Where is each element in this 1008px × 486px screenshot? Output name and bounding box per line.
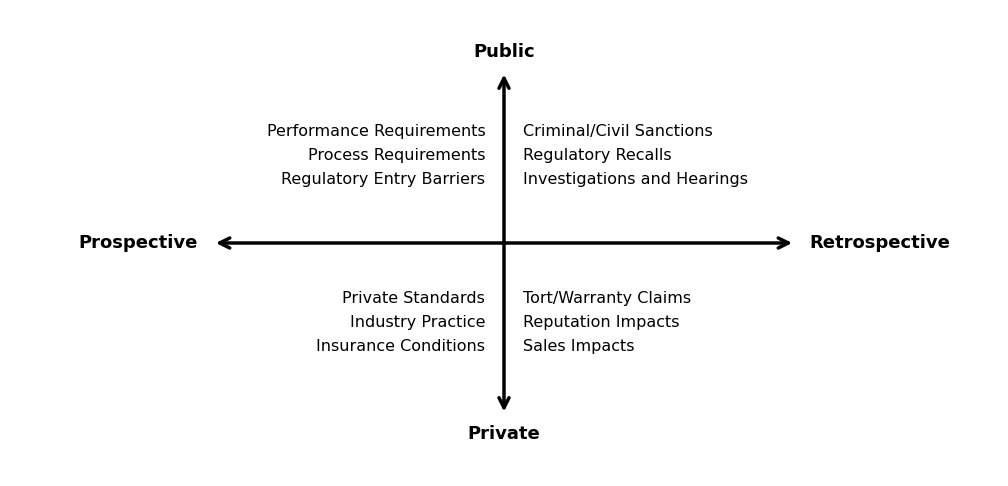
Text: Tort/Warranty Claims
Reputation Impacts
Sales Impacts: Tort/Warranty Claims Reputation Impacts …	[522, 291, 690, 354]
Text: Private Standards
Industry Practice
Insurance Conditions: Private Standards Industry Practice Insu…	[317, 291, 485, 354]
Text: Private: Private	[468, 425, 540, 443]
Text: Criminal/Civil Sanctions
Regulatory Recalls
Investigations and Hearings: Criminal/Civil Sanctions Regulatory Reca…	[522, 124, 748, 187]
Text: Retrospective: Retrospective	[809, 234, 951, 252]
Text: Public: Public	[473, 43, 535, 61]
Text: Performance Requirements
Process Requirements
Regulatory Entry Barriers: Performance Requirements Process Require…	[266, 124, 485, 187]
Text: Prospective: Prospective	[79, 234, 199, 252]
